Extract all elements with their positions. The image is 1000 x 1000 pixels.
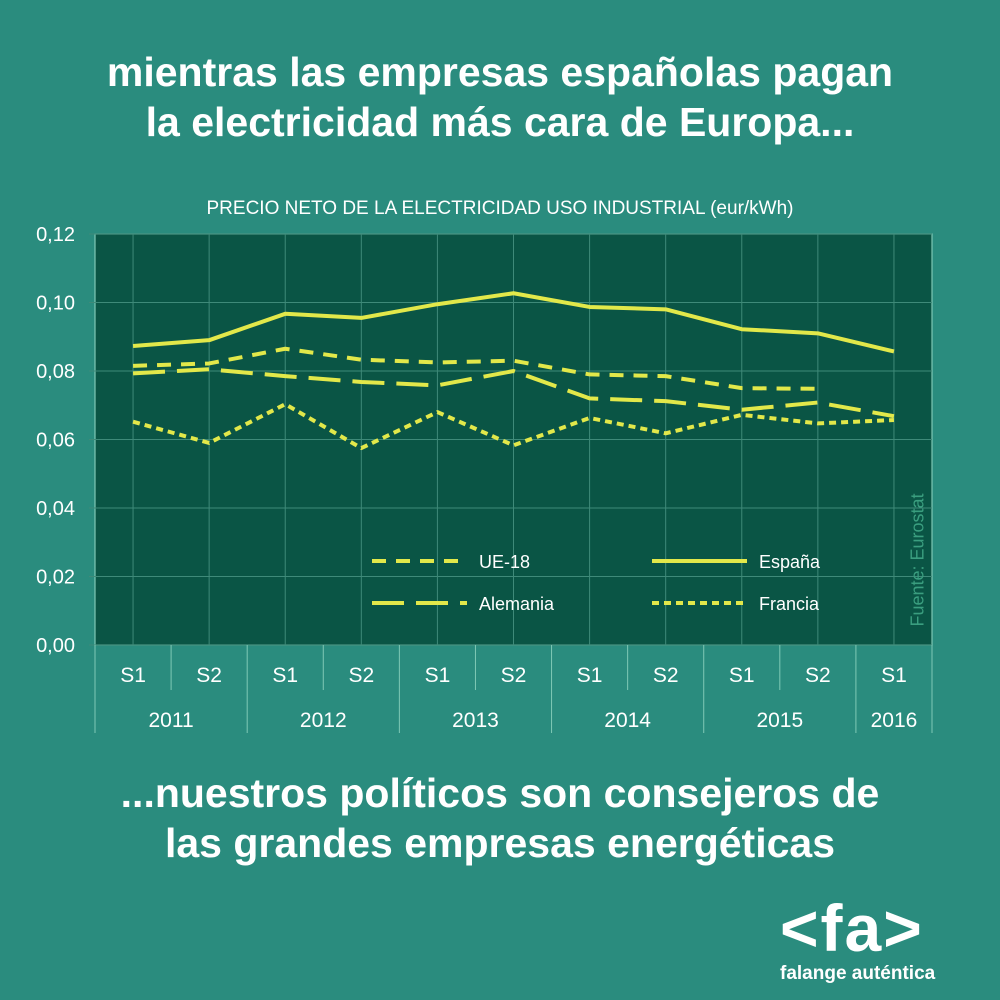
headline-bottom: ...nuestros políticos son consejeros de … (120, 770, 880, 866)
series-line-francia (132, 402, 895, 451)
x-tick-label: S2 (653, 664, 679, 687)
series-line-espa-a (132, 291, 895, 354)
y-tick-label: 0,00 (36, 635, 75, 657)
year-label: 2014 (604, 709, 651, 732)
legend-label-alemania: Alemania (479, 594, 555, 614)
y-tick-label: 0,06 (36, 430, 75, 452)
y-tick-label: 0,12 (36, 224, 75, 246)
y-tick-label: 0,08 (36, 361, 75, 383)
year-label: 2015 (756, 709, 803, 732)
legend-label-espa-a: España (759, 552, 821, 572)
x-tick-label: S2 (348, 664, 374, 687)
legend-label-ue-18: UE-18 (479, 552, 530, 572)
headline-top: mientras las empresas españolas pagan la… (106, 49, 894, 145)
year-label: 2016 (871, 709, 918, 732)
y-tick-label: 0,02 (36, 567, 75, 589)
x-tick-label: S1 (729, 664, 755, 687)
year-label: 2012 (300, 709, 347, 732)
x-tick-label: S2 (501, 664, 527, 687)
chart-title: PRECIO NETO DE LA ELECTRICIDAD USO INDUS… (206, 198, 794, 219)
x-tick-label: S2 (805, 664, 831, 687)
year-label: 2013 (452, 709, 499, 732)
x-tick-label: S1 (881, 664, 907, 687)
x-tick-label: S1 (425, 664, 451, 687)
logo-text: falange auténtica (780, 963, 936, 984)
brand-logo: <fa> falange auténtica (780, 895, 980, 985)
series-line-alemania (132, 367, 895, 419)
series-line-ue-18 (132, 346, 818, 391)
x-tick-label: S1 (577, 664, 603, 687)
x-tick-label: S1 (272, 664, 298, 687)
x-tick-label: S1 (120, 664, 146, 687)
logo-mark: <fa> (780, 891, 924, 965)
legend-label-francia: Francia (759, 594, 820, 614)
y-tick-label: 0,10 (36, 293, 75, 315)
x-tick-label: S2 (196, 664, 222, 687)
source-note: Fuente: Eurostat (907, 493, 928, 627)
y-tick-label: 0,04 (36, 498, 75, 520)
line-chart: 0,00 0,02 0,04 0,06 0,08 0,10 0,12 S1 S2 S1 S2 S1 S2… (36, 224, 933, 733)
year-label: 2011 (149, 709, 194, 732)
